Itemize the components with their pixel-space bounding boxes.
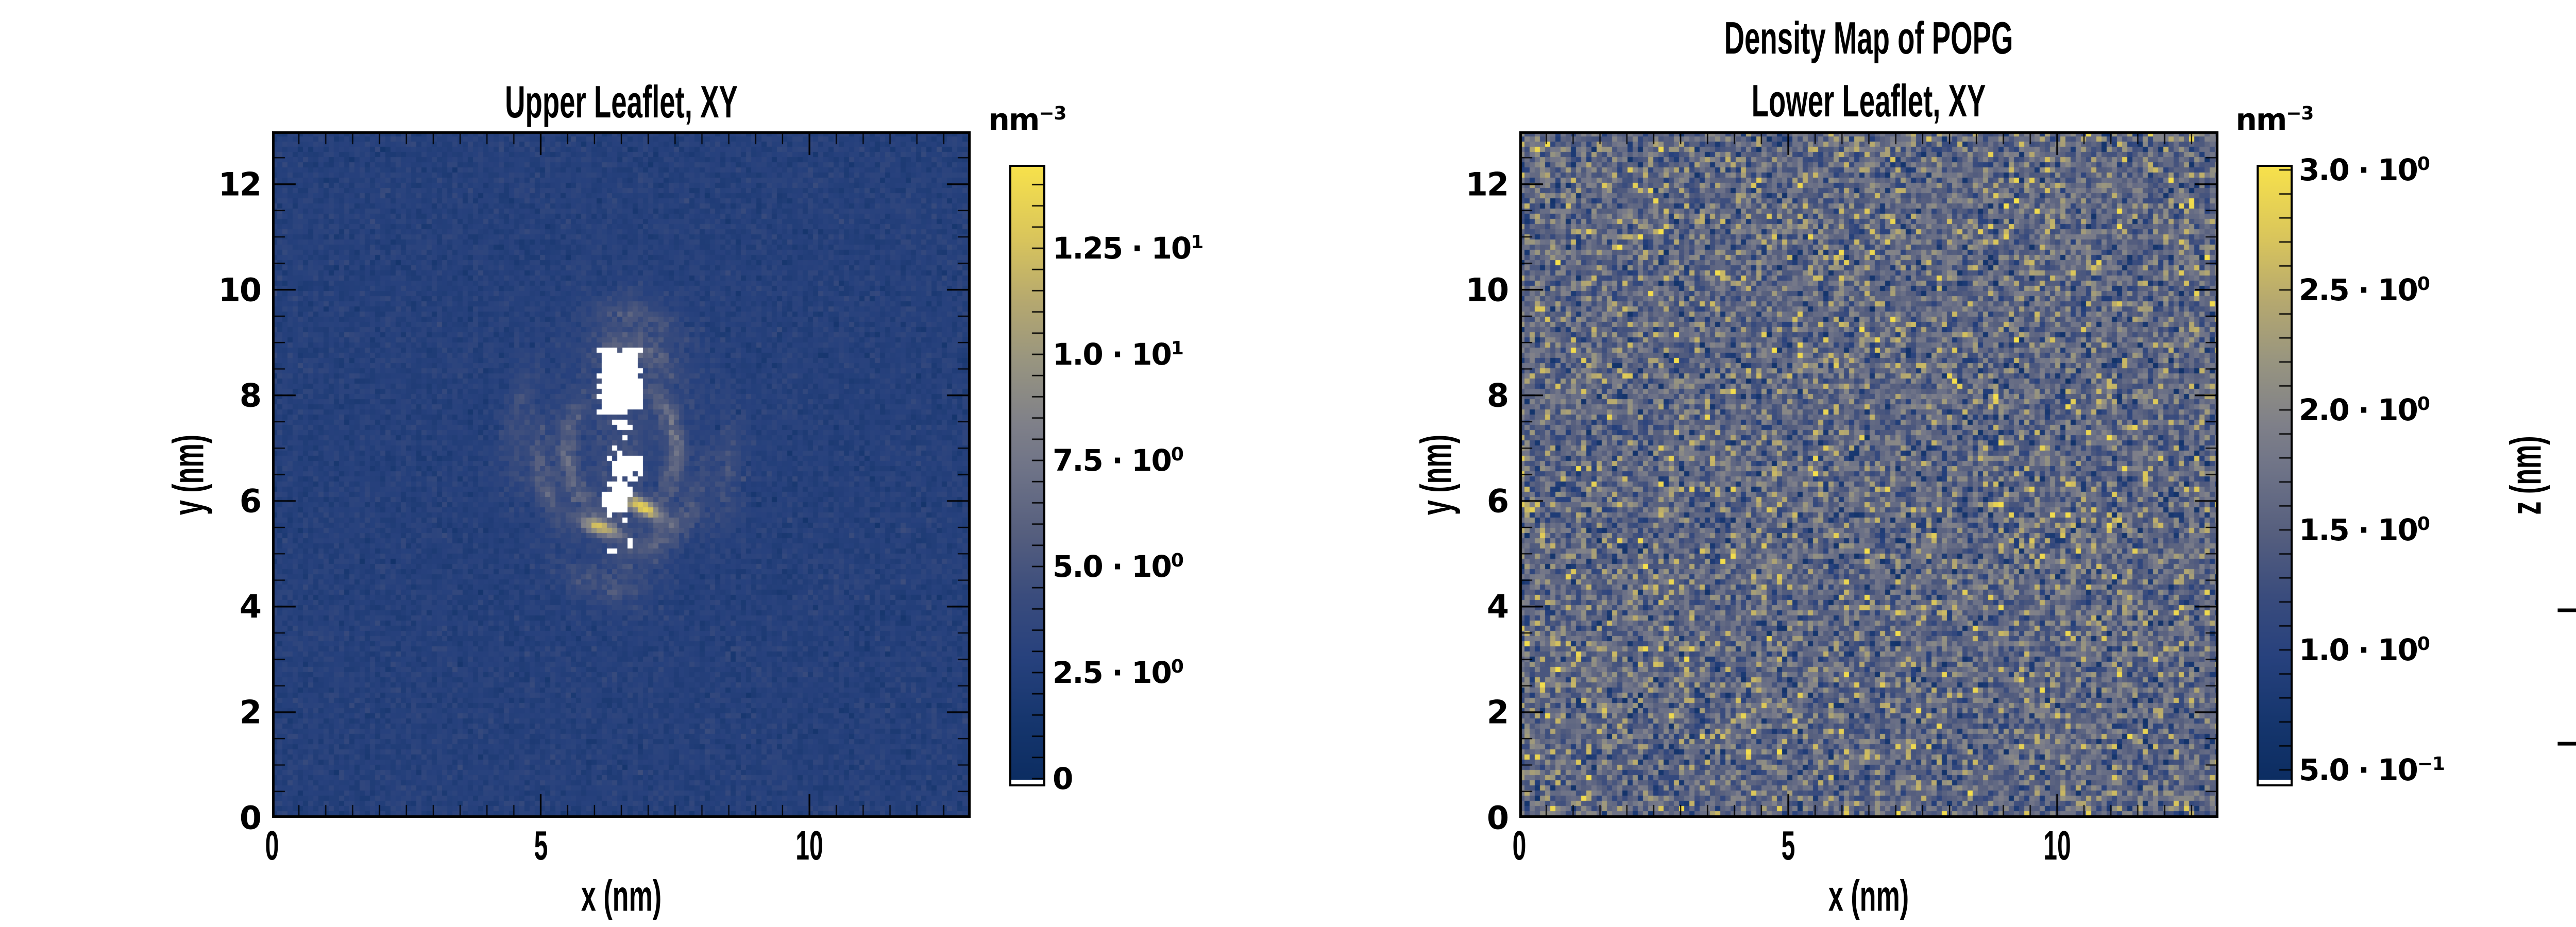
xtick-label-lower-2: 10 <box>2043 822 2071 868</box>
colorbar-tick-label-upper-0: 1.25 · 101 <box>1053 231 1204 266</box>
ytick-label-upper-2: 4 <box>239 588 262 626</box>
axes-ticks-canvas-upper <box>272 131 971 818</box>
colorbar-tick-label-upper-0-base: 1.25 · 10 <box>1053 231 1192 266</box>
colorbar-tick-label-lower-3: 1.5 · 100 <box>2299 512 2430 547</box>
ytick-label-upper-1: 2 <box>239 693 262 731</box>
colorbar-under-notch-upper <box>1011 780 1043 784</box>
ytick-label-upper-4: 8 <box>239 376 262 415</box>
colorbar-tick-label-lower-0: 3.0 · 100 <box>2299 152 2430 187</box>
suptitle-lower: Density Map of POPG <box>1724 12 2013 63</box>
colorbar-tick-label-upper-5: 0 <box>1053 761 1073 796</box>
ytick-label-lower-0: 0 <box>1486 799 1509 837</box>
colorbar-tick-label-lower-5-exponent: −1 <box>2417 753 2445 775</box>
colorbar-unit-lower: nm−3 <box>2236 102 2314 137</box>
colorbar-tick-label-upper-2: 7.5 · 100 <box>1053 443 1184 478</box>
plot-area-upper <box>272 131 971 818</box>
colorbar-gradient-upper <box>1011 167 1043 780</box>
colorbar-tick-label-upper-2-base: 7.5 · 10 <box>1053 443 1172 478</box>
xlabel-upper: x (nm) <box>581 871 662 920</box>
ytick-label-lower-1: 2 <box>1486 693 1509 731</box>
colorbar-tick-label-lower-5-base: 5.0 · 10 <box>2299 752 2418 787</box>
ytick-label-lower-6: 12 <box>1465 165 1509 203</box>
colorbar-tick-label-lower-4: 1.0 · 100 <box>2299 632 2430 667</box>
colorbar-tick-label-lower-3-exponent: 0 <box>2417 513 2430 535</box>
colorbar-unit-upper-exponent: −3 <box>1039 103 1066 125</box>
ytick-label-lower-3: 6 <box>1486 482 1509 520</box>
colorbar-tick-label-upper-4-base: 2.5 · 10 <box>1053 655 1172 690</box>
colorbar-tick-label-lower-2-exponent: 0 <box>2417 393 2430 415</box>
ytick-label-lower-5: 10 <box>1465 271 1509 309</box>
colorbar-under-notch-lower <box>2259 780 2291 784</box>
ylabel-transversal: z (nm) <box>2501 436 2550 515</box>
colorbar-tick-label-lower-3-base: 1.5 · 10 <box>2299 512 2418 547</box>
colorbar-tick-label-lower-4-exponent: 0 <box>2417 633 2430 655</box>
xlabel-lower: x (nm) <box>1828 871 1909 920</box>
plot-area-lower <box>1519 131 2218 818</box>
colorbar-ticks-canvas-upper <box>1011 167 1043 784</box>
colorbar-upper <box>1009 165 1045 786</box>
colorbar-tick-label-lower-1-base: 2.5 · 10 <box>2299 272 2418 307</box>
ytick-label-lower-2: 4 <box>1486 588 1509 626</box>
colorbar-tick-label-upper-3-base: 5.0 · 10 <box>1053 549 1172 584</box>
colorbar-ticks-canvas-lower <box>2259 167 2291 784</box>
colorbar-tick-label-upper-1: 1.0 · 101 <box>1053 337 1184 372</box>
colorbar-gradient-lower <box>2259 167 2291 780</box>
axes-ticks-canvas-lower <box>1519 131 2218 818</box>
density-map-canvas-upper <box>272 131 971 818</box>
colorbar-unit-lower-exponent: −3 <box>2286 103 2314 125</box>
xtick-label-upper-2: 10 <box>795 822 823 868</box>
ytick-label-upper-3: 6 <box>239 482 262 520</box>
ytick-label-upper-0: 0 <box>239 799 262 837</box>
colorbar-tick-label-lower-5: 5.0 · 10−1 <box>2299 752 2445 787</box>
xtick-label-upper-1: 5 <box>534 822 548 868</box>
ytick-label-transversal-3: −2 <box>2554 590 2576 628</box>
colorbar-lower <box>2257 165 2293 786</box>
colorbar-tick-label-upper-3: 5.0 · 100 <box>1053 549 1184 584</box>
colorbar-tick-label-lower-0-base: 3.0 · 10 <box>2299 152 2418 187</box>
colorbar-tick-label-upper-2-exponent: 0 <box>1171 444 1184 466</box>
plot-title-upper: Upper Leaflet, XY <box>505 76 738 127</box>
colorbar-tick-label-upper-1-exponent: 1 <box>1171 338 1184 359</box>
colorbar-tick-label-upper-4-exponent: 0 <box>1171 656 1184 678</box>
colorbar-tick-label-lower-2-base: 2.0 · 10 <box>2299 392 2418 427</box>
xtick-label-upper-0: 0 <box>265 822 279 868</box>
colorbar-unit-upper: nm−3 <box>988 102 1067 137</box>
colorbar-tick-label-upper-1-base: 1.0 · 10 <box>1053 337 1172 372</box>
colorbar-tick-label-lower-2: 2.0 · 100 <box>2299 392 2430 427</box>
xtick-label-lower-1: 5 <box>1781 822 1795 868</box>
ytick-label-upper-6: 12 <box>218 165 262 203</box>
ytick-label-lower-4: 8 <box>1486 376 1509 415</box>
colorbar-tick-label-lower-0-exponent: 0 <box>2417 153 2430 175</box>
colorbar-tick-label-upper-0-exponent: 1 <box>1191 232 1204 253</box>
colorbar-tick-label-lower-1: 2.5 · 100 <box>2299 272 2430 307</box>
colorbar-unit-upper-base: nm <box>988 102 1040 137</box>
ytick-label-upper-5: 10 <box>218 271 262 309</box>
colorbar-unit-lower-base: nm <box>2235 102 2287 137</box>
ytick-label-transversal-4: −4 <box>2554 724 2576 762</box>
colorbar-tick-label-lower-1-exponent: 0 <box>2417 273 2430 295</box>
ylabel-upper: y (nm) <box>164 434 213 516</box>
xtick-label-lower-0: 0 <box>1512 822 1527 868</box>
colorbar-tick-label-upper-3-exponent: 0 <box>1171 550 1184 572</box>
colorbar-tick-label-lower-4-base: 1.0 · 10 <box>2299 632 2418 667</box>
colorbar-tick-label-upper-5-base: 0 <box>1053 761 1073 796</box>
plot-title-lower: Lower Leaflet, XY <box>1751 75 1986 126</box>
colorbar-tick-label-upper-4: 2.5 · 100 <box>1053 655 1184 690</box>
density-map-canvas-lower <box>1519 131 2218 818</box>
ylabel-lower: y (nm) <box>1412 434 1461 516</box>
